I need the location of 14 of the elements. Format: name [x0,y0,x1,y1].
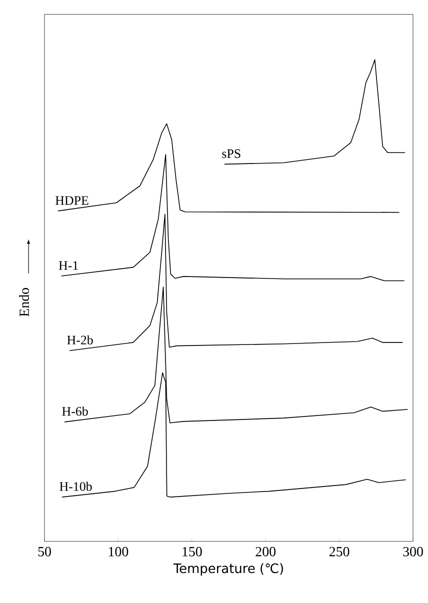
legend-label: H-1 [58,261,78,270]
series-label: H-2b [67,335,93,344]
series-label: HDPE [55,196,88,205]
x-tick-label: 250 [329,546,350,556]
x-tick-label: 300 [403,546,423,556]
x-tick-label: 200 [256,546,276,556]
x-tick-label: 100 [108,546,128,556]
series-label: sPS [222,149,240,158]
x-tick-label: 150 [182,546,202,556]
series-label: H-6b [62,406,88,416]
x-tick-label: 50 [38,546,51,556]
y-axis-title: Endo [19,288,29,316]
x-axis-title: Temperature (℃) [173,563,284,576]
series-label: H-10b [60,482,92,491]
